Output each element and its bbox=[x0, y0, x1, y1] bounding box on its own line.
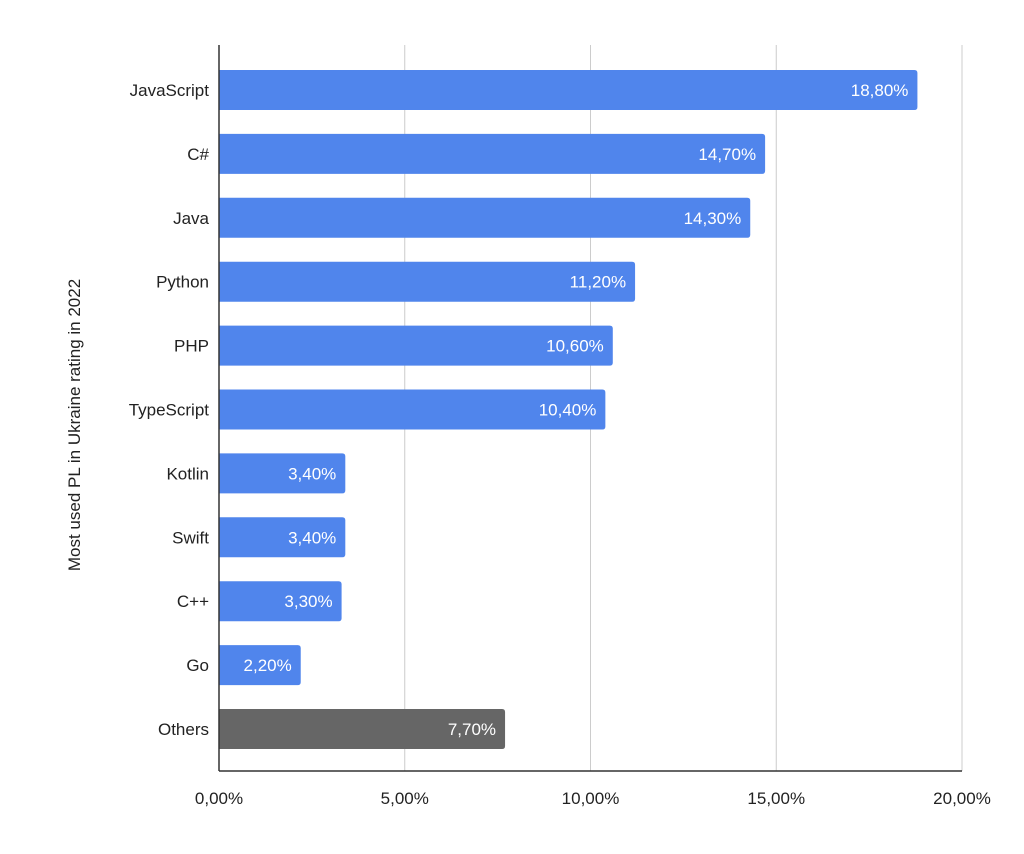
bar-swift bbox=[219, 517, 346, 558]
bar-python bbox=[219, 261, 636, 302]
value-label: 14,70% bbox=[698, 145, 756, 164]
bar-php bbox=[219, 325, 613, 366]
bar-kotlin bbox=[219, 453, 346, 494]
category-label: Kotlin bbox=[166, 464, 209, 483]
x-tick-label: 15,00% bbox=[747, 789, 805, 808]
value-label: 2,20% bbox=[244, 656, 292, 675]
category-label: C++ bbox=[177, 592, 209, 611]
category-label: Java bbox=[173, 209, 209, 228]
x-tick-label: 10,00% bbox=[562, 789, 620, 808]
value-label: 11,20% bbox=[570, 273, 626, 292]
category-label: Swift bbox=[172, 528, 209, 547]
value-label: 3,40% bbox=[288, 464, 336, 483]
value-label: 10,40% bbox=[539, 401, 597, 420]
bar-c bbox=[219, 133, 766, 174]
category-label: Go bbox=[186, 656, 209, 675]
y-axis-title: Most used PL in Ukraine rating in 2022 bbox=[65, 279, 84, 571]
value-label: 3,40% bbox=[288, 528, 336, 547]
value-label: 3,30% bbox=[284, 592, 332, 611]
value-label: 14,30% bbox=[684, 209, 742, 228]
bar-go bbox=[219, 645, 301, 686]
value-label: 18,80% bbox=[851, 81, 909, 100]
category-label: JavaScript bbox=[130, 81, 210, 100]
bar-typescript bbox=[219, 389, 606, 430]
category-label: PHP bbox=[174, 337, 209, 356]
bar-others bbox=[219, 709, 506, 749]
x-tick-label: 20,00% bbox=[933, 789, 991, 808]
value-label: 10,60% bbox=[546, 337, 604, 356]
bar-c bbox=[219, 581, 342, 622]
category-label: C# bbox=[187, 145, 209, 164]
axes: 0,00% 5,00% 10,00% 15,00% 20,00% JavaScript C#… bbox=[129, 45, 991, 808]
x-tick-label: 5,00% bbox=[381, 789, 429, 808]
category-label: Others bbox=[158, 720, 209, 739]
category-label: TypeScript bbox=[129, 401, 210, 420]
value-label: 7,70% bbox=[448, 720, 496, 739]
x-tick-label: 0,00% bbox=[195, 789, 243, 808]
bars: 18,80% 14,70% 14,30% 11,20% 10,60% 10,40% 3,40… bbox=[219, 70, 918, 749]
bar-javascript bbox=[219, 70, 918, 110]
category-label: Python bbox=[156, 273, 209, 292]
bar-java bbox=[219, 197, 751, 238]
